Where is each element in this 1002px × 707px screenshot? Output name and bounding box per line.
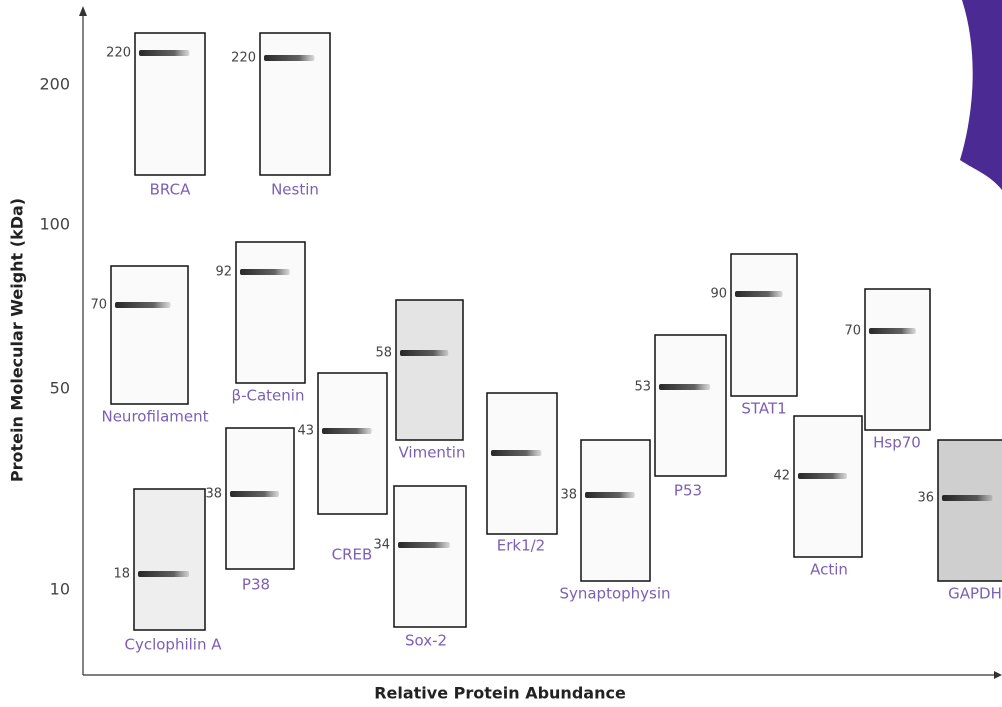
y-label: 50 — [50, 379, 70, 398]
blot-name: Cyclophilin A — [124, 636, 222, 654]
blot-name: GAPDH — [948, 585, 1002, 603]
blot-name: Actin — [810, 561, 848, 579]
blot-background — [487, 393, 557, 534]
y-label: 10 — [50, 580, 70, 599]
blot-frame — [259, 32, 331, 176]
decor-swoosh — [960, 0, 1002, 190]
blot-kda: 43 — [297, 424, 314, 439]
x-title: Relative Protein Abundance — [374, 684, 626, 703]
blot-background — [135, 33, 205, 175]
blot-band — [240, 269, 290, 275]
blot-name: Erk1/2 — [497, 537, 545, 555]
blot-name: BRCA — [150, 181, 191, 199]
blot-background — [236, 242, 305, 383]
blot-band — [869, 328, 916, 334]
blot-frame — [730, 253, 798, 397]
y-label: 100 — [39, 215, 70, 234]
blot-frame — [654, 334, 727, 477]
y-label: 200 — [39, 75, 70, 94]
blot-name: Synaptophysin — [559, 585, 670, 603]
blot-name: β-Catenin — [232, 387, 305, 405]
blot-frame — [580, 439, 651, 582]
blot-band — [138, 571, 190, 577]
blot-frame — [393, 485, 467, 628]
blot-kda: 220 — [231, 51, 256, 66]
blot-frame — [235, 241, 306, 384]
blot-band — [398, 542, 450, 548]
blot-frame — [395, 299, 464, 441]
blot-kda: 220 — [106, 46, 131, 61]
blot-band — [491, 450, 542, 456]
blot-frame — [937, 439, 1002, 582]
blot-band — [115, 302, 171, 308]
blot-background — [394, 486, 466, 627]
blot-background — [581, 440, 650, 581]
blot-kda: 18 — [113, 567, 130, 582]
blot-band — [400, 350, 449, 356]
blot-kda: 92 — [215, 265, 232, 280]
blot-frame — [110, 265, 189, 405]
blot-frame — [134, 32, 206, 176]
blot-background — [938, 440, 1002, 581]
blot-background — [111, 266, 188, 404]
blot-name: Nestin — [271, 181, 319, 199]
blot-name: STAT1 — [741, 400, 786, 418]
blot-background — [134, 489, 205, 630]
blot-frame — [486, 392, 558, 535]
blot-frame — [793, 415, 863, 558]
blot-frame — [864, 288, 931, 431]
x-arrow — [994, 671, 1002, 679]
blot-frame — [225, 427, 295, 570]
blot-kda: 90 — [710, 287, 727, 302]
blot-kda: 42 — [773, 469, 790, 484]
blot-background — [794, 416, 862, 557]
y-title: Protein Molecular Weight (kDa) — [8, 198, 27, 482]
blot-background — [226, 428, 294, 569]
blot-name: P38 — [242, 576, 270, 594]
blot-background — [260, 33, 330, 175]
blot-kda: 70 — [844, 324, 861, 339]
blot-band — [322, 428, 372, 434]
blot-frame — [133, 488, 206, 631]
blot-kda: 36 — [917, 491, 934, 506]
blot-name: Neurofilament — [101, 408, 208, 426]
blot-band — [942, 495, 993, 501]
blot-name: Vimentin — [398, 444, 465, 462]
blot-background — [396, 300, 463, 440]
blot-kda: 70 — [90, 298, 107, 313]
blot-name: Hsp70 — [873, 434, 921, 452]
y-arrow — [79, 6, 87, 16]
blot-kda: 53 — [634, 380, 651, 395]
blot-kda: 34 — [373, 538, 390, 553]
blot-band — [139, 50, 190, 56]
blot-name: Sox-2 — [405, 632, 447, 650]
blot-name: P53 — [674, 482, 702, 500]
blot-band — [585, 492, 635, 498]
blot-background — [318, 373, 387, 514]
blot-kda: 58 — [375, 346, 392, 361]
blot-band — [798, 473, 847, 479]
blot-band — [659, 384, 711, 390]
blot-background — [865, 289, 930, 430]
blot-band — [264, 55, 315, 61]
blot-band — [230, 491, 279, 497]
blot-kda: 38 — [205, 487, 222, 502]
blot-kda: 38 — [560, 488, 577, 503]
blot-background — [655, 335, 726, 476]
blot-background — [731, 254, 797, 396]
blot-band — [735, 291, 783, 297]
blot-name: CREB — [332, 546, 373, 564]
blot-frame — [317, 372, 388, 515]
